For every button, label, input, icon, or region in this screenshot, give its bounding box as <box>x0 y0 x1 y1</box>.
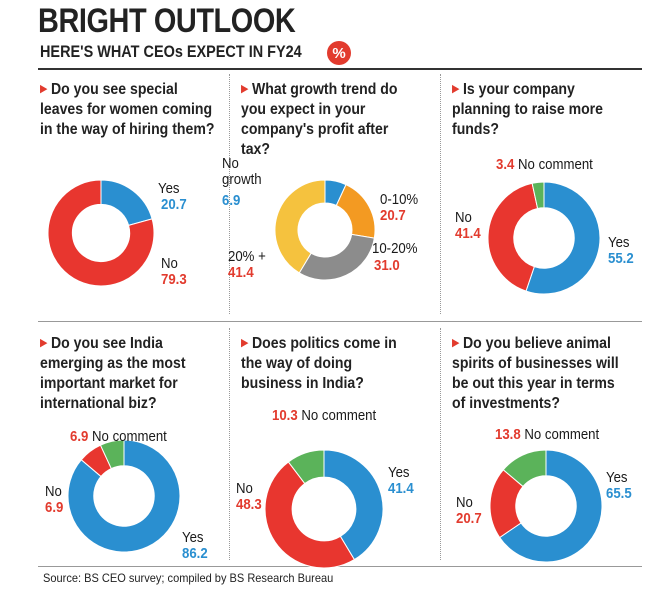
question-1: ▶ Do you see special leaves for women com… <box>40 79 216 140</box>
column-divider <box>440 328 441 560</box>
column-divider <box>229 74 230 314</box>
legend-no-growth: No <box>222 155 239 172</box>
value-no: 6.9 <box>45 499 64 516</box>
slice-yes <box>498 449 603 563</box>
legend-no: No <box>161 255 178 272</box>
legend-yes: Yes <box>158 180 180 197</box>
legend-no-comment: 10.3 No comment <box>272 407 377 424</box>
donut-chart-2 <box>274 179 376 281</box>
donut-chart-4 <box>67 439 181 553</box>
slice-no <box>487 182 539 292</box>
legend-no: No <box>236 480 253 497</box>
legend-no: No <box>455 209 472 226</box>
question-text: Do you see special leaves for women comi… <box>40 81 215 138</box>
slice-no-comment <box>287 449 325 485</box>
slice-yes <box>100 179 153 226</box>
question-2: ▶ What growth trend do you expect in your… <box>241 79 417 160</box>
donut-chart-6 <box>489 449 603 563</box>
question-5: ▶ Does politics come in the way of doing … <box>241 333 417 394</box>
legend-0-10: 0-10% <box>380 191 419 208</box>
value-yes: 86.2 <box>182 545 208 562</box>
percent-badge: % <box>327 41 351 65</box>
slice-0-10- <box>335 183 376 239</box>
question-text: Does politics come in the way of doing b… <box>241 335 397 392</box>
legend-yes: Yes <box>388 464 410 481</box>
slice-yes <box>323 449 384 561</box>
question-3: ▶ Is your company planning to raise more … <box>452 79 628 140</box>
question-text: Is your company planning to raise more f… <box>452 81 604 138</box>
legend-20-plus: 20% + <box>228 248 266 265</box>
value-yes: 65.5 <box>606 485 632 502</box>
middle-rule <box>38 321 642 322</box>
slice-20- <box>274 179 326 274</box>
arrow-icon: ▶ <box>40 337 48 349</box>
page-title: BRIGHT OUTLOOK <box>38 2 296 40</box>
donut-chart-5 <box>264 449 384 569</box>
arrow-icon: ▶ <box>241 337 249 349</box>
source-note: Source: BS CEO survey; compiled by BS Re… <box>43 571 334 585</box>
arrow-icon: ▶ <box>452 83 460 95</box>
legend-yes: Yes <box>608 234 630 251</box>
value-no: 41.4 <box>455 225 481 242</box>
legend-no-comment: 3.4 No comment <box>496 156 593 173</box>
question-text: What growth trend do you expect in your … <box>241 81 398 158</box>
question-6: ▶ Do you believe animal spirits of busine… <box>452 333 628 414</box>
bottom-rule <box>38 566 642 567</box>
legend-no-growth-line2: growth <box>222 171 262 188</box>
value-no: 48.3 <box>236 496 262 513</box>
value-no: 20.7 <box>456 510 482 527</box>
question-text: Do you see India emerging as the most im… <box>40 335 186 412</box>
value-no-growth: 6.9 <box>222 192 241 209</box>
slice-no-comment <box>502 449 547 488</box>
top-rule <box>38 68 642 70</box>
slice-no <box>47 179 155 287</box>
value-0-10: 20.7 <box>380 207 406 224</box>
slice-no-comment <box>99 439 125 470</box>
value-yes: 41.4 <box>388 480 414 497</box>
legend-no-comment: 6.9 No comment <box>70 428 167 445</box>
value-yes: 20.7 <box>161 196 187 213</box>
slice-no-comment <box>531 181 545 210</box>
slice-yes <box>525 181 601 295</box>
value-no: 79.3 <box>161 271 187 288</box>
slice-yes <box>67 439 181 553</box>
legend-10-20: 10-20% <box>372 240 418 257</box>
value-10-20: 31.0 <box>374 257 400 274</box>
donut-chart-3 <box>487 181 601 295</box>
value-yes: 55.2 <box>608 250 634 267</box>
page-subtitle: HERE'S WHAT CEOs EXPECT IN FY24 <box>40 42 302 61</box>
question-text: Do you believe animal spirits of busines… <box>452 335 619 412</box>
arrow-icon: ▶ <box>40 83 48 95</box>
legend-yes: Yes <box>182 529 204 546</box>
slice-10-20- <box>298 233 375 281</box>
arrow-icon: ▶ <box>452 337 460 349</box>
legend-no-comment: 13.8 No comment <box>495 426 600 443</box>
legend-no: No <box>456 494 473 511</box>
value-20-plus: 41.4 <box>228 264 254 281</box>
legend-no: No <box>45 483 62 500</box>
slice-no <box>264 461 356 569</box>
donut-chart-1 <box>47 179 155 287</box>
legend-yes: Yes <box>606 469 628 486</box>
column-divider <box>440 74 441 314</box>
question-4: ▶ Do you see India emerging as the most i… <box>40 333 216 414</box>
column-divider <box>229 328 230 560</box>
arrow-icon: ▶ <box>241 83 249 95</box>
